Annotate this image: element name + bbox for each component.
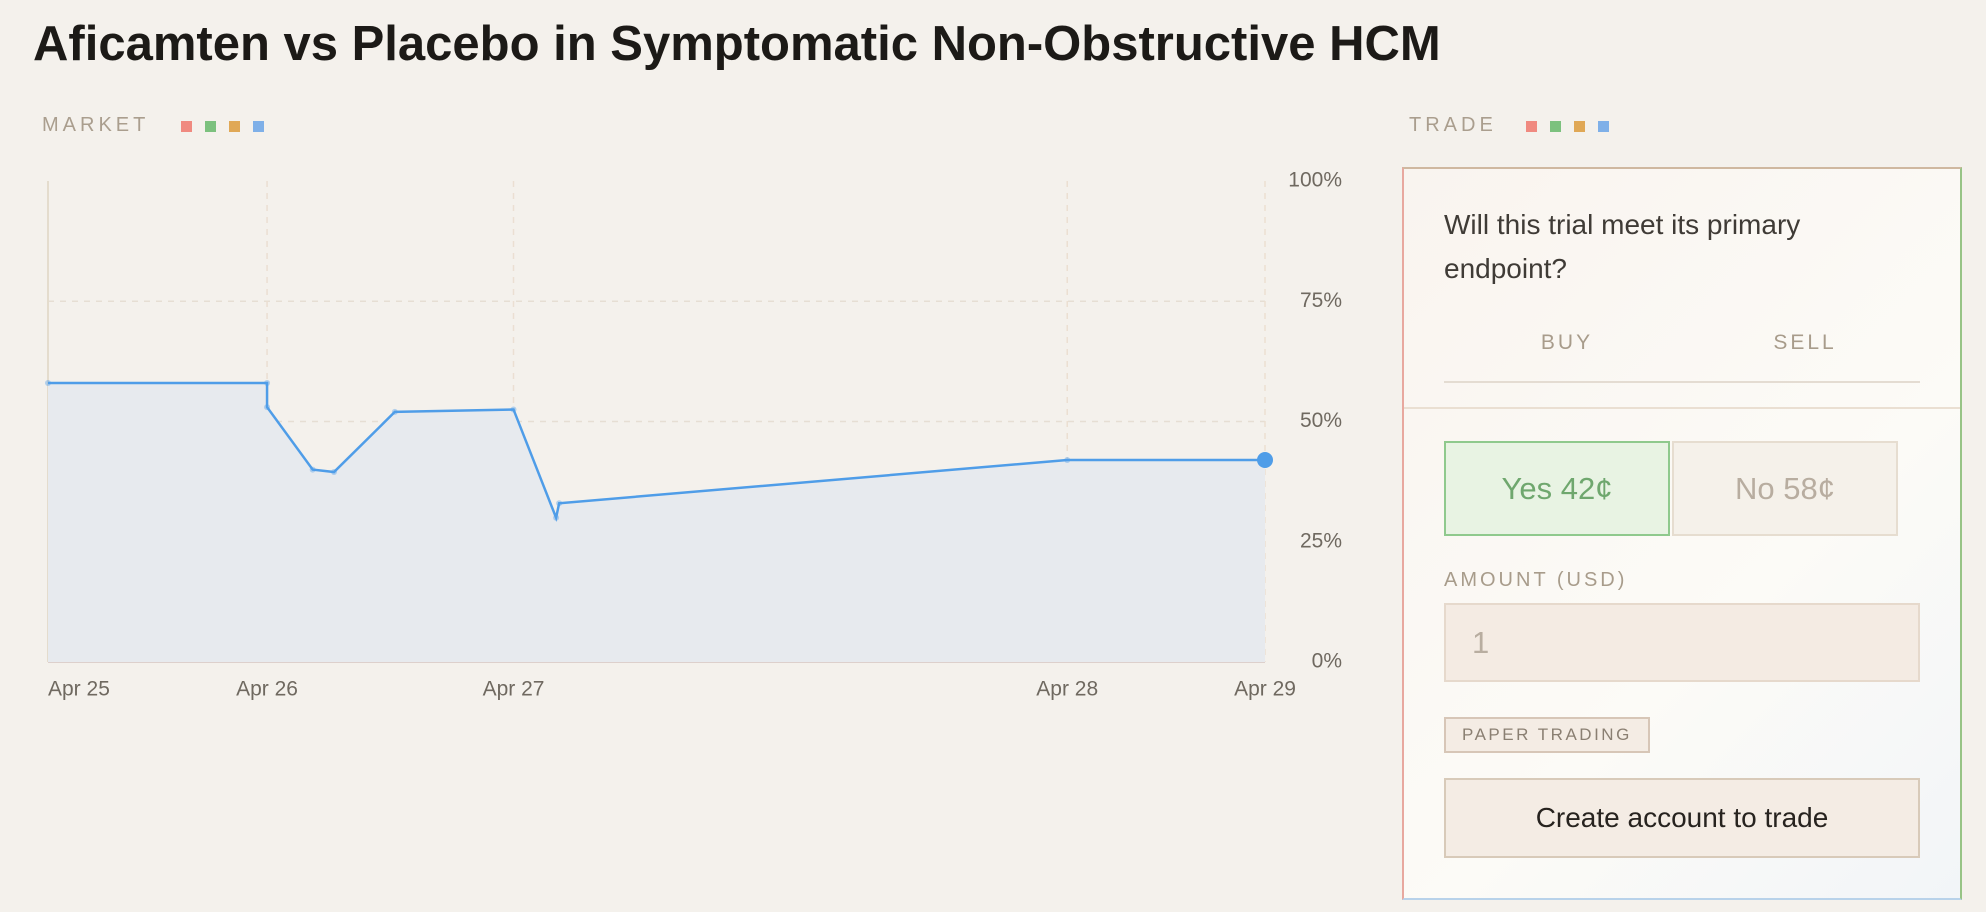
y-tick-label: 0%	[1312, 650, 1342, 673]
dot	[205, 121, 216, 132]
dot	[1550, 121, 1561, 132]
trade-label: TRADE	[1409, 114, 1497, 136]
dot	[1598, 121, 1609, 132]
dot	[253, 121, 264, 132]
point	[264, 380, 271, 387]
point	[45, 380, 51, 387]
x-tick-label: Apr 27	[483, 678, 545, 701]
buy-tab[interactable]: BUY	[1540, 331, 1594, 354]
tab-underline	[1444, 381, 1920, 383]
no-button[interactable]: No 58¢	[1672, 441, 1898, 536]
x-tick-label: Apr 25	[48, 678, 110, 701]
x-tick-label: Apr 26	[236, 678, 298, 701]
dot	[1574, 121, 1585, 132]
create-account-button[interactable]: Create account to trade	[1444, 778, 1920, 858]
yes-button[interactable]: Yes 42¢	[1444, 441, 1670, 536]
sell-tab[interactable]: SELL	[1773, 331, 1837, 354]
x-tick-label: Apr 29	[1234, 678, 1296, 701]
point	[510, 406, 517, 413]
dot	[229, 121, 240, 132]
last-point	[1257, 451, 1273, 468]
amount-input[interactable]: 1	[1444, 603, 1920, 682]
y-tick-label: 25%	[1300, 529, 1342, 552]
dot	[1526, 121, 1537, 132]
dot	[181, 121, 192, 132]
chart: 0% 25% 50% 75% 100% Apr 25 Apr 26 Apr 27 Apr 28 A…	[45, 169, 1342, 701]
line	[48, 381, 1265, 523]
y-tick-label: 50%	[1300, 409, 1342, 432]
question: Will this trial meet its primary endpoin…	[1444, 209, 1801, 284]
area	[48, 383, 1265, 662]
trade-panel: Will this trial meet its primary endpoin…	[1402, 167, 1962, 900]
point	[309, 466, 316, 473]
point	[556, 500, 563, 507]
y-tick-label: 75%	[1300, 289, 1342, 312]
paper-trading-tag: PAPER TRADING	[1444, 717, 1650, 753]
point	[391, 408, 398, 415]
amount-label: AMOUNT (USD)	[1444, 569, 1628, 591]
divider	[1404, 407, 1960, 409]
market-label: MARKET	[42, 114, 150, 136]
page-title: Aficamten vs Placebo in Symptomatic Non-…	[33, 17, 1441, 71]
y-tick-label: 100%	[1288, 169, 1342, 192]
point	[330, 469, 337, 476]
point	[264, 404, 271, 411]
x-tick-label: Apr 28	[1036, 678, 1098, 701]
point	[553, 514, 560, 521]
point	[1064, 456, 1071, 463]
